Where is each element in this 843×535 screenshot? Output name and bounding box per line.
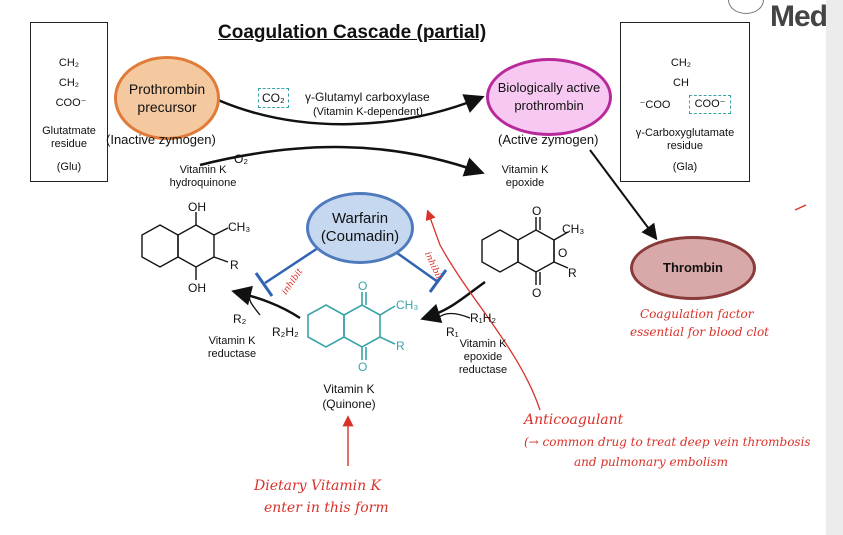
warfarin-label: Warfarin (Coumadin) [320, 210, 400, 245]
hydroquinone-structure [141, 212, 229, 280]
q-o-bottom: O [358, 360, 368, 374]
ep-ch3: CH₃ [562, 222, 585, 236]
hq-oh-bottom: OH [188, 281, 206, 295]
hydroquinone-label: Vitamin K hydroquinone [169, 164, 237, 189]
r2-side-arrow [248, 294, 261, 316]
r2-label: R₂ [233, 312, 247, 326]
inactive-zymogen-label: (Inactive zymogen) [106, 132, 216, 147]
anticoagulant-line-2: and pulmonary embolism [574, 455, 729, 469]
ep-o-ring: O [558, 246, 568, 260]
ep-r: R [568, 266, 577, 280]
anticoagulant-pointer [425, 209, 541, 411]
r2h2-label: R₂H₂ [272, 325, 299, 339]
thrombin-node: Thrombin [630, 236, 756, 300]
inhibition-line-right [389, 246, 439, 284]
ep-o-top: O [532, 204, 542, 218]
prothrombin-precursor-label: Prothrombin precursor [128, 81, 206, 115]
o2-label: O₂ [234, 152, 248, 166]
warfarin-node: Warfarin (Coumadin) [306, 192, 414, 264]
active-prothrombin-node: Biologically active prothrombin [486, 58, 612, 136]
hq-ch3: CH₃ [228, 220, 251, 234]
brand-logo: Med [770, 0, 828, 33]
glu-coo: COO⁻ [55, 97, 87, 109]
q-r: R [396, 339, 405, 353]
gla-box: CH₂ CH ⁻COO COO⁻ γ-Carboxyglutamate resi… [620, 22, 750, 182]
epoxide-reductase-label: Vitamin K epoxide reductase [458, 338, 508, 376]
ep-o-bottom: O [532, 286, 542, 300]
glu-abbr: (Glu) [56, 161, 82, 173]
epoxide-structure [481, 217, 569, 285]
stray-mark [794, 204, 807, 211]
side-panel [826, 0, 843, 535]
carboxylation-arrow [217, 94, 485, 126]
vk-reductase-label: Vitamin K reductase [207, 335, 257, 360]
thrombin-label: Thrombin [663, 260, 723, 275]
thrombin-note-1: Coagulation factor [640, 307, 754, 321]
epoxide-label: Vitamin K epoxide [501, 164, 549, 189]
hq-oh-top: OH [188, 200, 206, 214]
glu-ch2-2: CH₂ [58, 77, 80, 89]
inhibition-bar-right [428, 269, 448, 293]
thrombin-note-2: essential for blood clot [630, 325, 770, 339]
vk-reductase-arrow [231, 285, 301, 320]
r1-label: R₁ [446, 325, 459, 339]
co2-label: CO₂ [258, 88, 289, 108]
q-ch3: CH₃ [396, 298, 419, 312]
inhibition-line-left [264, 246, 319, 285]
gla-name: γ-Carboxyglutamate residue [635, 127, 735, 152]
gla-coo-right: COO⁻ [689, 95, 731, 114]
gla-coo-left: ⁻COO [639, 99, 671, 111]
page-title: Coagulation Cascade (partial) [218, 22, 487, 43]
prothrombin-precursor-node: Prothrombin precursor [114, 56, 220, 140]
active-prothrombin-label: Biologically active prothrombin [497, 80, 601, 113]
gla-abbr: (Gla) [672, 161, 698, 173]
activation-arrow [589, 149, 658, 241]
hq-r: R [230, 258, 239, 272]
r1-side-arrow [437, 312, 471, 319]
gla-ch2: CH₂ [670, 57, 692, 69]
anticoagulant-line-1: (→ common drug to treat deep vein thromb… [524, 435, 811, 449]
epoxide-reductase-arrow [420, 280, 486, 323]
enzyme-note: (Vitamin K-dependent) [313, 106, 423, 118]
enzyme-name: γ-Glutamyl carboxylase [305, 90, 430, 104]
inhibition-bar-left [254, 272, 274, 297]
anticoagulant-title: Anticoagulant [524, 412, 624, 428]
gla-ch: CH [673, 77, 689, 89]
active-zymogen-label: (Active zymogen) [498, 132, 599, 147]
dietary-note-2: enter in this form [264, 500, 389, 516]
q-o-top: O [358, 279, 368, 293]
oxidation-arrow [199, 145, 485, 177]
quinone-structure [307, 292, 396, 360]
glu-box: CH₂ CH₂ COO⁻ Glutatmate residue (Glu) [30, 22, 108, 182]
dietary-note-1: Dietary Vitamin K [254, 478, 382, 494]
r1h2-label: R₁H₂ [470, 311, 497, 325]
glu-ch2-1: CH₂ [58, 57, 80, 69]
glu-name: Glutatmate residue [42, 125, 96, 150]
quinone-label: Vitamin K (Quinone) [322, 382, 376, 411]
